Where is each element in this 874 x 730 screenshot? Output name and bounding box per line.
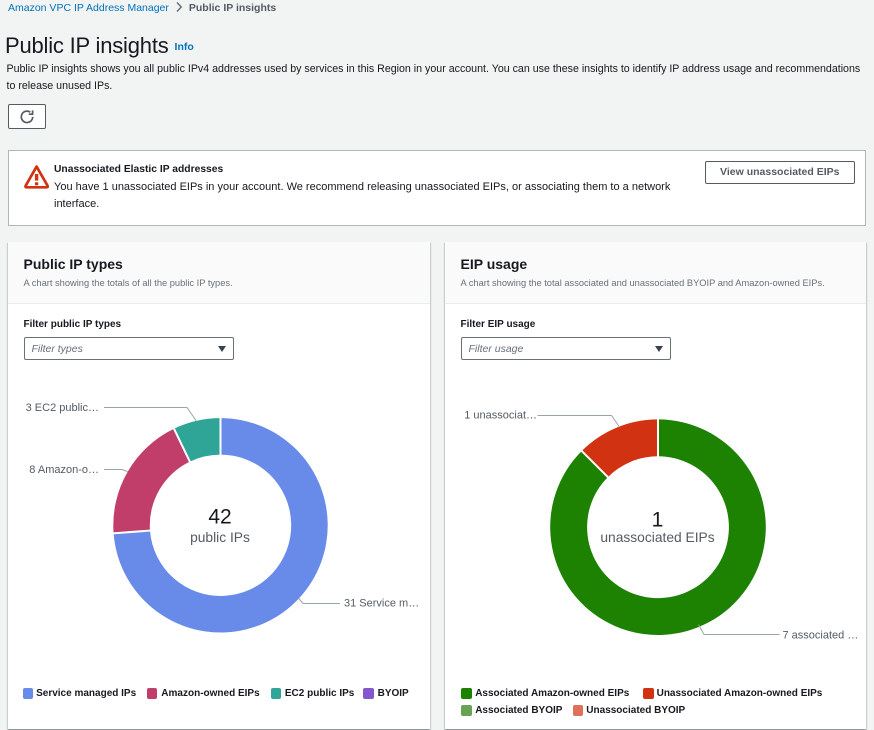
svg-text:3 EC2 public…: 3 EC2 public… xyxy=(26,402,99,414)
svg-text:8 Amazon-o…: 8 Amazon-o… xyxy=(29,464,99,476)
svg-text:public IPs: public IPs xyxy=(190,530,250,545)
svg-text:42: 42 xyxy=(208,506,231,529)
svg-text:7 associated …: 7 associated … xyxy=(783,629,859,641)
svg-text:1 unassociat…: 1 unassociat… xyxy=(464,410,537,422)
svg-text:unassociated EIPs: unassociated EIPs xyxy=(600,530,714,545)
svg-text:1: 1 xyxy=(652,509,664,532)
svg-text:31 Service m…: 31 Service m… xyxy=(344,598,419,610)
